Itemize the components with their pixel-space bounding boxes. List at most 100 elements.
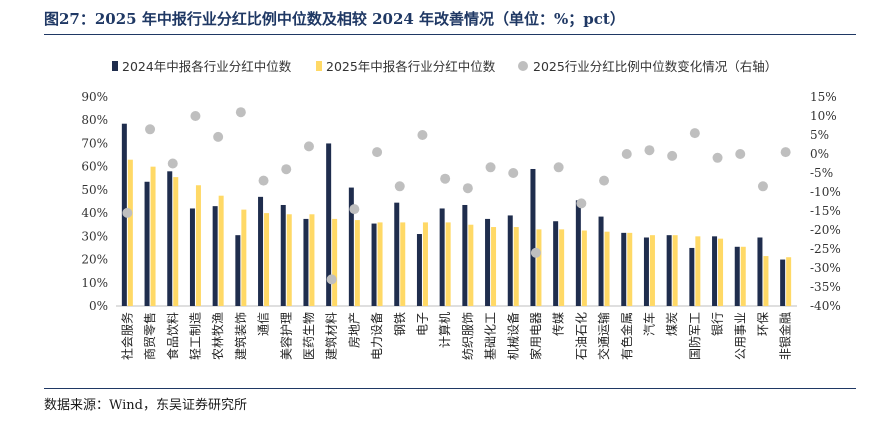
bar-2024 bbox=[485, 218, 491, 306]
category-label: 通信 bbox=[257, 312, 271, 336]
y-right-tick-label: -20% bbox=[810, 223, 841, 237]
category-label: 计算机 bbox=[437, 312, 452, 348]
bar-2025 bbox=[218, 195, 224, 306]
bar-2025 bbox=[173, 177, 179, 306]
category-label: 环保 bbox=[756, 312, 770, 336]
category-label: 美容护理 bbox=[278, 312, 293, 360]
bottom-rule bbox=[44, 388, 856, 389]
legend-label-change: 2025行业分红比例中位数变化情况（右轴） bbox=[533, 59, 777, 74]
bar-2025 bbox=[581, 230, 587, 306]
bar-2024 bbox=[371, 223, 377, 306]
bar-2024 bbox=[575, 200, 581, 306]
category-label: 传媒 bbox=[551, 312, 566, 336]
point-change bbox=[349, 204, 360, 215]
category-label: 房地产 bbox=[346, 312, 361, 348]
point-change bbox=[326, 274, 337, 285]
bar-2025 bbox=[241, 209, 247, 306]
point-change bbox=[213, 131, 224, 142]
bar-2024 bbox=[394, 202, 400, 306]
point-change bbox=[235, 107, 246, 118]
points bbox=[122, 107, 791, 285]
y-right-tick-label: -15% bbox=[810, 204, 841, 218]
y-left-tick-label: 70% bbox=[81, 136, 108, 150]
bar-2025 bbox=[150, 166, 156, 306]
y-left-tick-label: 30% bbox=[81, 229, 108, 243]
category-label: 商贸零售 bbox=[142, 312, 157, 360]
legend-swatch-change bbox=[518, 61, 528, 71]
bar-2024 bbox=[734, 246, 740, 306]
point-change bbox=[712, 152, 723, 163]
bar-2024 bbox=[235, 235, 241, 306]
point-change bbox=[757, 181, 768, 192]
category-label: 家用电器 bbox=[528, 312, 543, 360]
category-label: 公用事业 bbox=[733, 312, 747, 360]
y-right-tick-label: -30% bbox=[810, 261, 841, 275]
bar-2024 bbox=[167, 171, 173, 306]
point-change bbox=[145, 124, 156, 135]
category-label: 国防军工 bbox=[687, 312, 702, 360]
y-right-tick-label: 10% bbox=[810, 109, 837, 123]
category-label: 银行 bbox=[711, 312, 725, 336]
point-change bbox=[190, 111, 201, 121]
bar-2025 bbox=[354, 220, 360, 306]
bar-2025 bbox=[695, 236, 701, 306]
point-change bbox=[780, 147, 791, 158]
bar-2024 bbox=[643, 237, 649, 306]
legend: 2024年中报各行业分红中位数 2025年中报各行业分红中位数 2025行业分红… bbox=[112, 59, 777, 74]
bar-2024 bbox=[189, 208, 195, 306]
bar-2024 bbox=[416, 234, 422, 306]
bar-2025 bbox=[513, 227, 519, 306]
y-right-tick-label: -10% bbox=[810, 185, 841, 199]
bar-2024 bbox=[757, 237, 763, 306]
y-right-tick-label: -35% bbox=[810, 280, 841, 294]
point-change bbox=[303, 141, 314, 152]
y-left-tick-label: 0% bbox=[89, 299, 108, 313]
bar-2024 bbox=[780, 259, 786, 306]
bar-2024 bbox=[621, 232, 627, 306]
figure-title: 图27：2025 年中报行业分红比例中位数及相较 2024 年改善情况（单位：%… bbox=[44, 10, 625, 28]
category-label: 有色金属 bbox=[619, 312, 634, 360]
bar-2025 bbox=[786, 257, 792, 306]
bar-2025 bbox=[718, 238, 724, 306]
point-change bbox=[644, 145, 655, 156]
category-label: 石油石化 bbox=[574, 312, 588, 360]
point-change bbox=[508, 168, 519, 178]
axes: 0% 10% 20% 30% 40% 50% 60% 70% 80% 90% -40% -35% -30… bbox=[81, 90, 840, 313]
bar-2024 bbox=[303, 218, 309, 306]
bar-2024 bbox=[258, 196, 264, 306]
bar-2025 bbox=[672, 235, 678, 306]
bar-2024 bbox=[598, 216, 604, 306]
point-change bbox=[735, 149, 746, 159]
title-rule bbox=[44, 34, 856, 35]
category-label: 电力设备 bbox=[370, 312, 384, 360]
bar-2024 bbox=[712, 236, 718, 306]
bar-2025 bbox=[127, 159, 133, 306]
category-label: 电子 bbox=[415, 312, 429, 336]
y-left-tick-label: 40% bbox=[81, 206, 108, 220]
point-change bbox=[621, 149, 632, 159]
bar-2024 bbox=[280, 204, 286, 306]
bar-2024 bbox=[212, 206, 218, 306]
point-change bbox=[394, 181, 405, 192]
point-change bbox=[599, 175, 610, 186]
point-change bbox=[485, 162, 496, 173]
category-label: 基础化工 bbox=[484, 312, 498, 360]
point-change bbox=[258, 175, 269, 186]
point-change bbox=[167, 158, 178, 169]
y-right-tick-label: -5% bbox=[810, 166, 833, 180]
category-label: 社会服务 bbox=[119, 312, 134, 360]
point-change bbox=[122, 207, 133, 218]
category-label: 汽车 bbox=[641, 312, 656, 336]
bar-2024 bbox=[530, 168, 536, 306]
point-change bbox=[462, 183, 473, 194]
bar-2024 bbox=[439, 208, 445, 306]
category-label: 食品饮料 bbox=[165, 312, 180, 360]
category-label: 钢铁 bbox=[393, 312, 407, 336]
category-label: 非银金融 bbox=[778, 312, 793, 360]
point-change bbox=[417, 130, 428, 140]
bar-2024 bbox=[507, 215, 513, 306]
bar-2025 bbox=[604, 231, 610, 306]
y-left-tick-label: 80% bbox=[81, 113, 108, 127]
y-left-tick-label: 60% bbox=[81, 160, 108, 174]
y-right-tick-label: 0% bbox=[810, 147, 829, 161]
